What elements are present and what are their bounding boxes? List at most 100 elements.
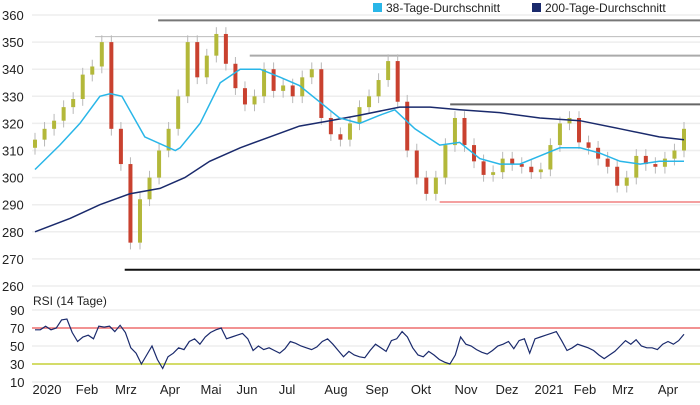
candle-down (223, 33, 228, 64)
candle-up (262, 69, 267, 97)
candle-down (109, 42, 114, 129)
y-tick-label: 340 (2, 62, 24, 77)
candle-up (548, 145, 553, 170)
candle-down (414, 150, 419, 178)
y-axis-ticks: 260 270 280 290 300 310 320 330 340 350 360 10 30 50 7… (2, 8, 24, 390)
ma200-line (34, 106, 685, 233)
candle-up (443, 145, 448, 178)
candle-up (500, 158, 505, 173)
x-tick-label: 2020 (33, 382, 62, 397)
candle-up (662, 158, 667, 167)
y-tick-label: 350 (2, 35, 24, 50)
candles (33, 27, 686, 250)
y-tick-label: 320 (2, 116, 24, 131)
y-tick-label: 280 (2, 225, 24, 240)
x-tick-label: Apr (160, 382, 181, 397)
legend-swatch-ma38 (373, 3, 382, 12)
x-tick-label: Apr (658, 382, 679, 397)
rsi-y-tick-label: 10 (10, 375, 24, 390)
candle-down (319, 69, 324, 118)
candle-down (271, 69, 276, 91)
candle-down (510, 158, 515, 165)
x-tick-label: Sep (365, 382, 388, 397)
candle-down (405, 101, 410, 151)
candle-up (309, 69, 314, 78)
candle-down (233, 63, 238, 89)
x-tick-label: Mrz (612, 382, 634, 397)
candle-up (433, 177, 438, 194)
candle-up (634, 155, 639, 178)
y-tick-label: 290 (2, 198, 24, 213)
candle-down (338, 134, 343, 140)
legend: 38-Tage-Durchschnitt 200-Tage-Durchschni… (373, 1, 666, 15)
legend-swatch-ma200 (532, 3, 541, 12)
candle-up (99, 42, 104, 67)
x-tick-label: Feb (574, 382, 596, 397)
x-tick-label: Dez (495, 382, 518, 397)
candle-up (214, 33, 219, 56)
y-tick-label: 310 (2, 144, 24, 159)
candle-up (33, 139, 37, 148)
candle-down (195, 42, 200, 78)
x-tick-label: Mrz (115, 382, 137, 397)
x-tick-label: Jun (237, 382, 258, 397)
moving-averages (34, 68, 685, 233)
candle-down (118, 128, 123, 165)
y-tick-label: 300 (2, 171, 24, 186)
rsi-y-tick-label: 70 (10, 321, 24, 336)
candle-down (242, 88, 247, 105)
candle-up (538, 169, 543, 173)
x-tick-label: 2021 (535, 382, 564, 397)
candle-up (557, 123, 562, 146)
candle-down (462, 117, 467, 146)
candle-up (90, 66, 95, 75)
legend-label-ma200: 200-Tage-Durchschnitt (545, 1, 666, 15)
candle-up (672, 150, 677, 159)
candle-up (52, 120, 57, 129)
candle-up (376, 80, 381, 97)
candle-up (624, 177, 629, 186)
candle-down (290, 85, 295, 97)
candle-up (157, 150, 162, 178)
legend-label-ma38: 38-Tage-Durchschnitt (386, 1, 501, 15)
candle-down (395, 61, 400, 102)
candle-down (643, 155, 648, 165)
x-tick-label: Okt (411, 382, 432, 397)
candle-down (615, 166, 620, 186)
candle-down (424, 177, 429, 194)
y-tick-label: 270 (2, 252, 24, 267)
ma38-line (34, 68, 684, 171)
x-axis-ticks: 2020 Feb Mrz Apr Mai Jun Jul Aug Sep Okt Nov Dez 202… (33, 382, 679, 397)
candle-up (386, 61, 391, 81)
candle-up (491, 172, 496, 175)
candle-up (204, 55, 209, 78)
rsi-y-tick-label: 50 (10, 339, 24, 354)
candle-up (185, 42, 190, 97)
x-tick-label: Aug (324, 382, 347, 397)
candle-down (529, 166, 534, 173)
candle-up (252, 96, 257, 105)
rsi-panel (32, 318, 700, 370)
candle-up (61, 107, 66, 121)
candle-down (586, 142, 591, 148)
rsi-y-tick-label: 30 (10, 357, 24, 372)
candle-up (166, 128, 171, 151)
candle-down (653, 164, 658, 167)
candle-down (577, 117, 582, 143)
candle-up (42, 128, 47, 140)
candle-up (147, 177, 152, 200)
candle-up (300, 77, 305, 97)
y-tick-label: 330 (2, 89, 24, 104)
y-tick-label: 360 (2, 8, 24, 23)
rsi-y-tick-label: 90 (10, 303, 24, 318)
y-tick-label: 260 (2, 279, 24, 294)
candle-up (176, 96, 181, 129)
x-tick-label: Mai (201, 382, 222, 397)
candle-up (137, 199, 142, 243)
candle-down (328, 117, 333, 135)
candle-down (481, 161, 486, 175)
x-tick-label: Feb (76, 382, 98, 397)
x-tick-label: Nov (454, 382, 478, 397)
x-tick-label: Jul (279, 382, 296, 397)
